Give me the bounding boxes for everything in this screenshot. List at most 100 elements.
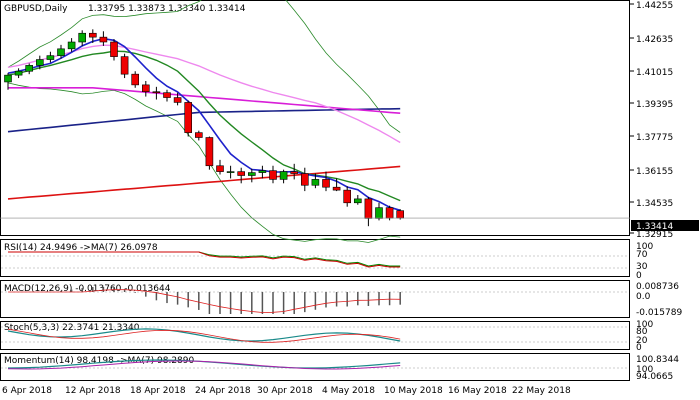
bear-candle	[343, 189, 352, 204]
time-label: 18 Apr 2018	[130, 386, 186, 396]
time-label: 24 Apr 2018	[195, 386, 251, 396]
bear-candle	[216, 165, 224, 172]
price-tick: 1.42635	[636, 35, 673, 45]
bear-candle	[120, 56, 129, 75]
bull-candle	[279, 171, 288, 180]
bull-candle	[46, 55, 55, 60]
stoch-panel[interactable]	[0, 321, 630, 350]
bull-candle	[78, 32, 86, 43]
momentum-label: Momentum(14) 98.4198 ->MA(7) 98.2890	[4, 356, 195, 366]
current-price-label: 1.33414	[636, 222, 673, 232]
bear-candle	[131, 73, 139, 86]
bear-candle	[142, 84, 150, 93]
bear-candle	[173, 97, 182, 103]
rsi-tick: 0	[636, 271, 642, 281]
price-tick: 1.34535	[636, 199, 673, 209]
stoch-axis: 100 80 20 0	[636, 320, 653, 353]
macd-label: MACD(12,26,9) -0.013760 -0.013644	[4, 284, 171, 294]
bull-candle	[57, 48, 65, 56]
bear-candle	[205, 137, 214, 167]
momentum-tick: 94.0665	[636, 372, 673, 382]
bear-candle	[195, 132, 203, 138]
macd-panel[interactable]	[0, 280, 630, 318]
rsi-axis: 100 70 30 0	[636, 242, 653, 281]
bear-candle	[364, 198, 373, 219]
bear-candle	[163, 92, 171, 98]
bear-candle	[99, 36, 108, 43]
price-tick: 1.41015	[636, 68, 673, 78]
time-label: 4 May 2018	[322, 386, 375, 396]
lower-band	[7, 82, 401, 243]
time-label: 6 Apr 2018	[2, 386, 52, 396]
stoch-label: Stoch(5,3,3) 22.3741 21.3340	[4, 323, 140, 333]
price-tick: 1.36155	[636, 167, 673, 177]
macd-tick: 0.0	[636, 292, 651, 302]
ohlc-readout: 1.33795 1.33873 1.33340 1.33414	[88, 4, 246, 14]
bull-candle	[14, 70, 23, 76]
time-label: 30 Apr 2018	[257, 386, 313, 396]
bull-candle	[35, 59, 44, 66]
current-price-tag	[631, 220, 699, 231]
indicator-lines	[1, 251, 629, 370]
stoch-k-line	[7, 328, 401, 342]
stoch-tick: 20	[636, 336, 648, 346]
stoch-tick: 80	[636, 327, 648, 337]
momentum-ma-line	[7, 360, 401, 370]
bull-candle	[353, 198, 362, 204]
bear-candle	[396, 210, 405, 219]
bull-candle	[25, 65, 34, 72]
bull-candle	[4, 74, 12, 83]
price-axis: 1.44255 1.42635 1.41015 1.39395 1.37775 …	[630, 1, 699, 240]
stoch-tick: 0	[636, 343, 642, 353]
bear-candle	[322, 179, 330, 188]
macd-signal-line	[8, 289, 401, 313]
momentum-tick: 100	[636, 365, 653, 375]
bear-candle	[89, 32, 97, 38]
macd-tick: -0.015789	[636, 308, 682, 318]
bull-candle	[226, 171, 235, 173]
momentum-tick: 100.8344	[636, 355, 679, 365]
time-label: 10 May 2018	[384, 386, 443, 396]
ma-30-line	[7, 44, 401, 144]
chart-title: GBPUSD,Daily	[4, 4, 68, 14]
ma-5-line	[7, 37, 401, 212]
time-label: 22 May 2018	[512, 386, 571, 396]
price-tick: 1.32915	[636, 230, 673, 240]
bull-candle	[67, 41, 76, 50]
bear-candle	[269, 170, 277, 180]
price-panel[interactable]	[0, 0, 630, 236]
momentum-axis: 100.8344 100 94.0665	[636, 355, 679, 382]
momentum-panel[interactable]	[0, 353, 630, 381]
ma-10-line	[7, 50, 401, 202]
rsi-label: RSI(14) 24.9496 ->MA(7) 26.0978	[4, 243, 158, 253]
moving-averages	[7, 0, 401, 243]
stoch-tick: 100	[636, 320, 653, 330]
price-tick: 1.44255	[636, 1, 673, 11]
price-tick: 1.37775	[636, 133, 673, 143]
rsi-ma-line	[8, 251, 401, 268]
rsi-tick: 100	[636, 242, 653, 252]
bear-candle	[110, 41, 118, 57]
bear-candle	[184, 102, 192, 133]
price-tick: 1.39395	[636, 100, 673, 110]
bull-candle	[248, 172, 256, 176]
bear-candle	[332, 186, 341, 191]
time-label: 16 May 2018	[448, 386, 507, 396]
candlesticks	[0, 29, 630, 227]
macd-axis: 0.008736 0.0 -0.015789	[636, 282, 682, 318]
bear-candle	[237, 171, 245, 176]
time-label: 12 Apr 2018	[65, 386, 121, 396]
ma-200-line	[7, 165, 401, 200]
bear-candle	[290, 171, 299, 174]
bull-candle	[258, 170, 267, 173]
time-axis: 6 Apr 2018 12 Apr 2018 18 Apr 2018 24 Ap…	[2, 386, 571, 396]
macd-tick: 0.008736	[636, 282, 679, 292]
bear-candle	[385, 207, 394, 219]
bear-candle	[300, 173, 309, 186]
bull-candle	[375, 207, 383, 219]
upper-band	[7, 0, 401, 133]
bear-candle	[152, 91, 161, 94]
rsi-tick: 30	[636, 262, 648, 272]
stoch-d-line	[7, 328, 401, 343]
